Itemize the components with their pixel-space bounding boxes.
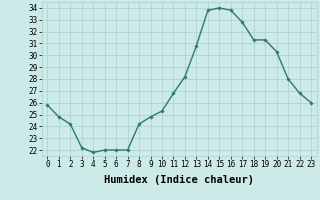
X-axis label: Humidex (Indice chaleur): Humidex (Indice chaleur) (104, 175, 254, 185)
